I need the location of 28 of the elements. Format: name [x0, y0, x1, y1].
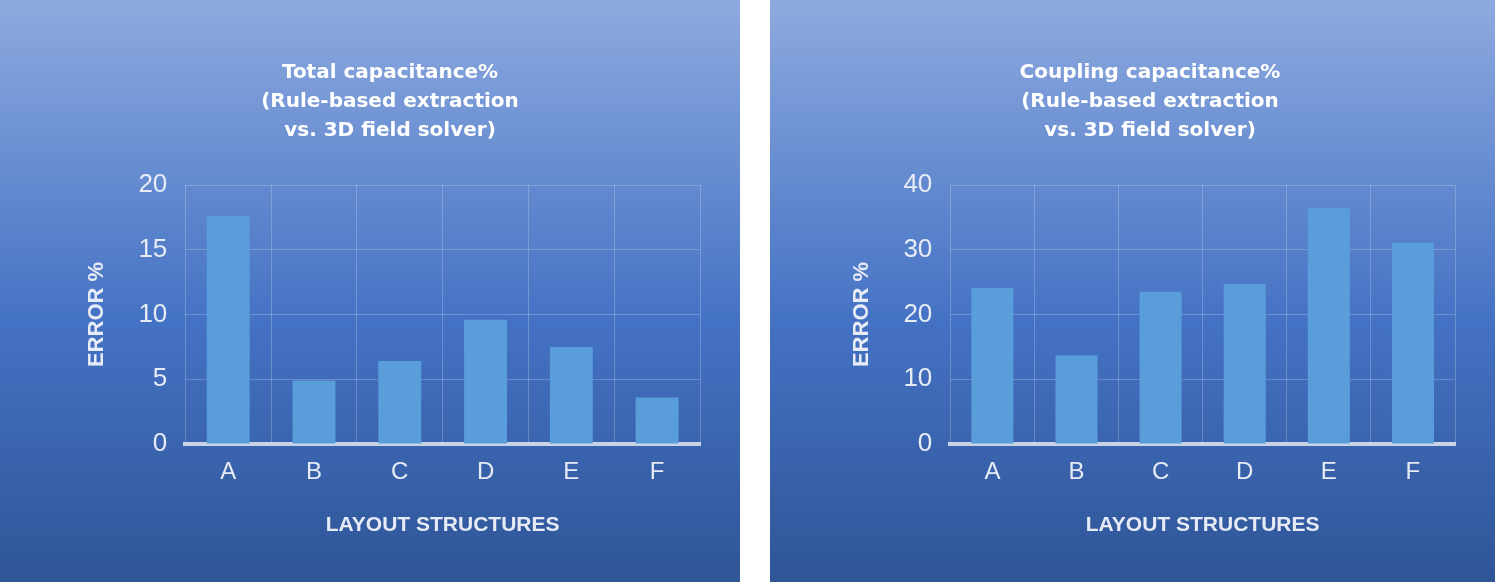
- y-tick-label: 40: [903, 168, 933, 199]
- x-axis-title: LAYOUT STRUCTURES: [1085, 512, 1320, 536]
- y-tick-label: 0: [917, 427, 933, 458]
- y-tick-label: 20: [903, 297, 933, 328]
- chart-title: Total capacitance% (Rule-based extraction vs. 3D field solver): [261, 58, 519, 141]
- y-tick-label: 20: [138, 168, 168, 199]
- y-axis-title: ERROR %: [83, 261, 109, 368]
- x-tick-label: F: [1405, 457, 1421, 485]
- x-tick-label: B: [1068, 457, 1085, 485]
- y-tick-label: 0: [152, 427, 168, 458]
- y-tick-label: 10: [903, 362, 933, 393]
- x-tick-label: B: [305, 457, 322, 485]
- x-tick-label: E: [563, 457, 580, 485]
- y-tick-label: 15: [138, 232, 168, 263]
- x-tick-label: D: [476, 457, 495, 485]
- y-tick-label: 10: [138, 297, 168, 328]
- x-tick-label: C: [391, 457, 409, 485]
- chart-title: Coupling capacitance% (Rule-based extraction vs. 3D field solver): [1019, 58, 1281, 141]
- x-tick-label: E: [1320, 457, 1337, 485]
- x-tick-label: C: [1151, 457, 1170, 485]
- y-axis-title: ERROR %: [848, 261, 874, 368]
- x-tick-label: A: [220, 457, 237, 485]
- x-tick-label: D: [1236, 457, 1254, 485]
- x-tick-label: F: [649, 457, 665, 485]
- x-tick-label: A: [984, 457, 1001, 485]
- x-axis-title: LAYOUT STRUCTURES: [325, 512, 560, 536]
- y-tick-label: 5: [152, 362, 168, 393]
- y-tick-label: 30: [903, 232, 933, 263]
